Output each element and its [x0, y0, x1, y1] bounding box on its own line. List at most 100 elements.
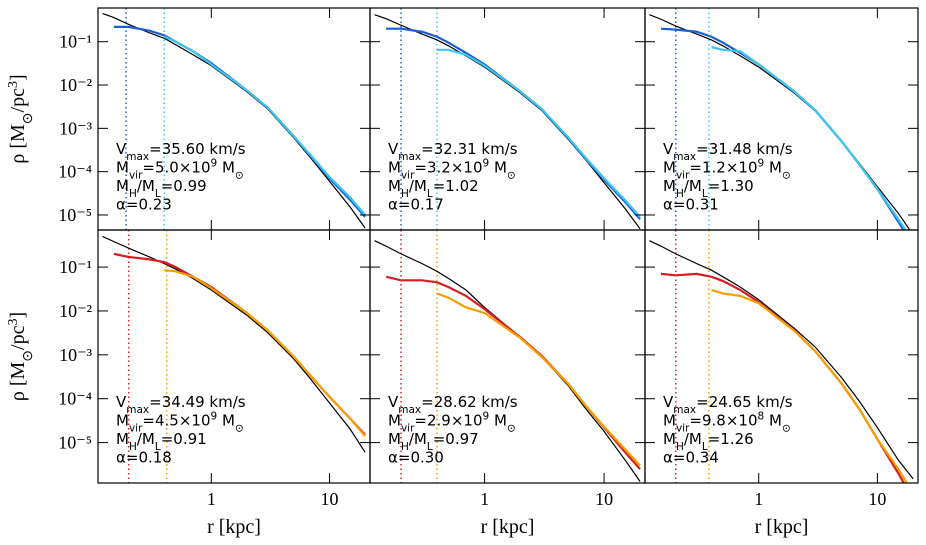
subscript: vir: [676, 170, 690, 182]
subscript: ⊙: [507, 423, 516, 435]
subscript: ⊙: [21, 350, 36, 362]
annotation: Vmax=28.62 km/s: [388, 393, 518, 416]
text-part: /M: [137, 430, 155, 448]
text-part: V: [116, 140, 127, 158]
y-tick-label: 10⁻⁴: [58, 162, 92, 182]
y-axis-label: ρ [M⊙/pc3]: [6, 312, 36, 401]
subscript: ⊙: [782, 423, 791, 435]
text-part: /pc: [7, 88, 29, 113]
annotation: Vmax=31.48 km/s: [663, 140, 793, 163]
subscript: L: [427, 188, 433, 200]
text-part: /M: [409, 177, 427, 195]
text-part: =9.8×10: [689, 412, 757, 430]
profile-line: [163, 35, 366, 216]
annotation: MH/ML=1.26: [663, 430, 754, 453]
annotation: Mvir=4.5×109 M⊙: [116, 411, 244, 435]
annotation: α=0.34: [663, 449, 719, 467]
text-part: M: [217, 159, 235, 177]
text-part: M: [116, 430, 129, 448]
text-part: =3.2×10: [414, 159, 482, 177]
text-part: M: [489, 159, 507, 177]
annotation: Mvir=5.0×109 M⊙: [116, 158, 244, 182]
text-part: /pc: [7, 325, 29, 350]
annotation: α=0.23: [116, 196, 172, 214]
annotation: Mvir=1.2×109 M⊙: [663, 158, 791, 182]
text-part: M: [388, 412, 401, 430]
text-part: =0.99: [161, 177, 207, 195]
text-part: M: [116, 412, 129, 430]
superscript: 9: [211, 158, 218, 170]
y-tick-label: 10⁻⁵: [58, 433, 92, 453]
x-tick-label: 1: [207, 489, 216, 509]
subscript: max: [398, 404, 421, 416]
text-part: M: [489, 412, 507, 430]
text-part: =1.30: [708, 177, 754, 195]
superscript: 9: [211, 411, 218, 423]
text-part: =0.97: [433, 430, 479, 448]
subscript: H: [401, 188, 409, 200]
annotation: α=0.18: [116, 449, 172, 467]
plot-area: [374, 8, 641, 230]
text-part: α=0.31: [663, 196, 719, 214]
x-axis-label: r [kpc]: [755, 516, 809, 538]
y-tick-label: 10⁻³: [59, 345, 93, 365]
x-tick-label: 10: [595, 489, 613, 509]
subscript: L: [427, 441, 433, 453]
x-tick-label: 10: [868, 489, 886, 509]
subscript: vir: [129, 423, 143, 435]
subscript: H: [129, 441, 137, 453]
text-part: =2.9×10: [414, 412, 482, 430]
profile-line: [436, 292, 641, 467]
text-part: M: [116, 177, 129, 195]
superscript: 9: [758, 158, 765, 170]
text-part: M: [663, 177, 676, 195]
plot-area: [374, 230, 641, 483]
subscript: max: [673, 404, 696, 416]
annotation: MH/ML=0.91: [116, 430, 207, 453]
subscript: vir: [401, 170, 415, 182]
annotation: Vmax=32.31 km/s: [388, 140, 518, 163]
profile-line: [374, 14, 641, 230]
subscript: ⊙: [235, 423, 244, 435]
y-tick-label: 10⁻¹: [59, 32, 92, 52]
subscript: max: [673, 151, 696, 163]
text-part: M: [116, 159, 129, 177]
text-part: M: [663, 412, 676, 430]
annotation: α=0.17: [388, 196, 444, 214]
subscript: L: [702, 441, 708, 453]
subscript: H: [676, 188, 684, 200]
superscript: 9: [483, 411, 490, 423]
y-tick-label: 10⁻²: [59, 301, 92, 321]
text-part: ρ [M: [7, 124, 29, 164]
annotation: Vmax=34.49 km/s: [116, 393, 246, 416]
text-part: =24.65 km/s: [696, 393, 793, 411]
y-tick-label: 10⁻²: [59, 75, 92, 95]
y-tick-label: 10⁻⁴: [58, 389, 92, 409]
x-tick-label: 1: [754, 489, 763, 509]
text-part: =1.02: [433, 177, 479, 195]
profile-line: [649, 14, 911, 230]
profile-line: [711, 46, 907, 230]
y-tick-label: 10⁻⁵: [58, 205, 92, 225]
subscript: max: [126, 151, 149, 163]
x-tick-label: 10: [321, 489, 339, 509]
subscript: vir: [401, 423, 415, 435]
subscript: H: [129, 188, 137, 200]
text-part: M: [217, 412, 235, 430]
annotation: Mvir=2.9×109 M⊙: [388, 411, 516, 435]
profile-line: [102, 235, 366, 453]
superscript: 3: [6, 319, 21, 326]
text-part: V: [663, 393, 674, 411]
text-part: α=0.30: [388, 449, 444, 467]
subscript: vir: [676, 423, 690, 435]
subscript: ⊙: [21, 112, 36, 124]
text-part: ]: [7, 74, 29, 81]
subscript: max: [398, 151, 421, 163]
text-part: /M: [684, 430, 702, 448]
subscript: L: [155, 441, 161, 453]
profile-line: [374, 240, 641, 482]
